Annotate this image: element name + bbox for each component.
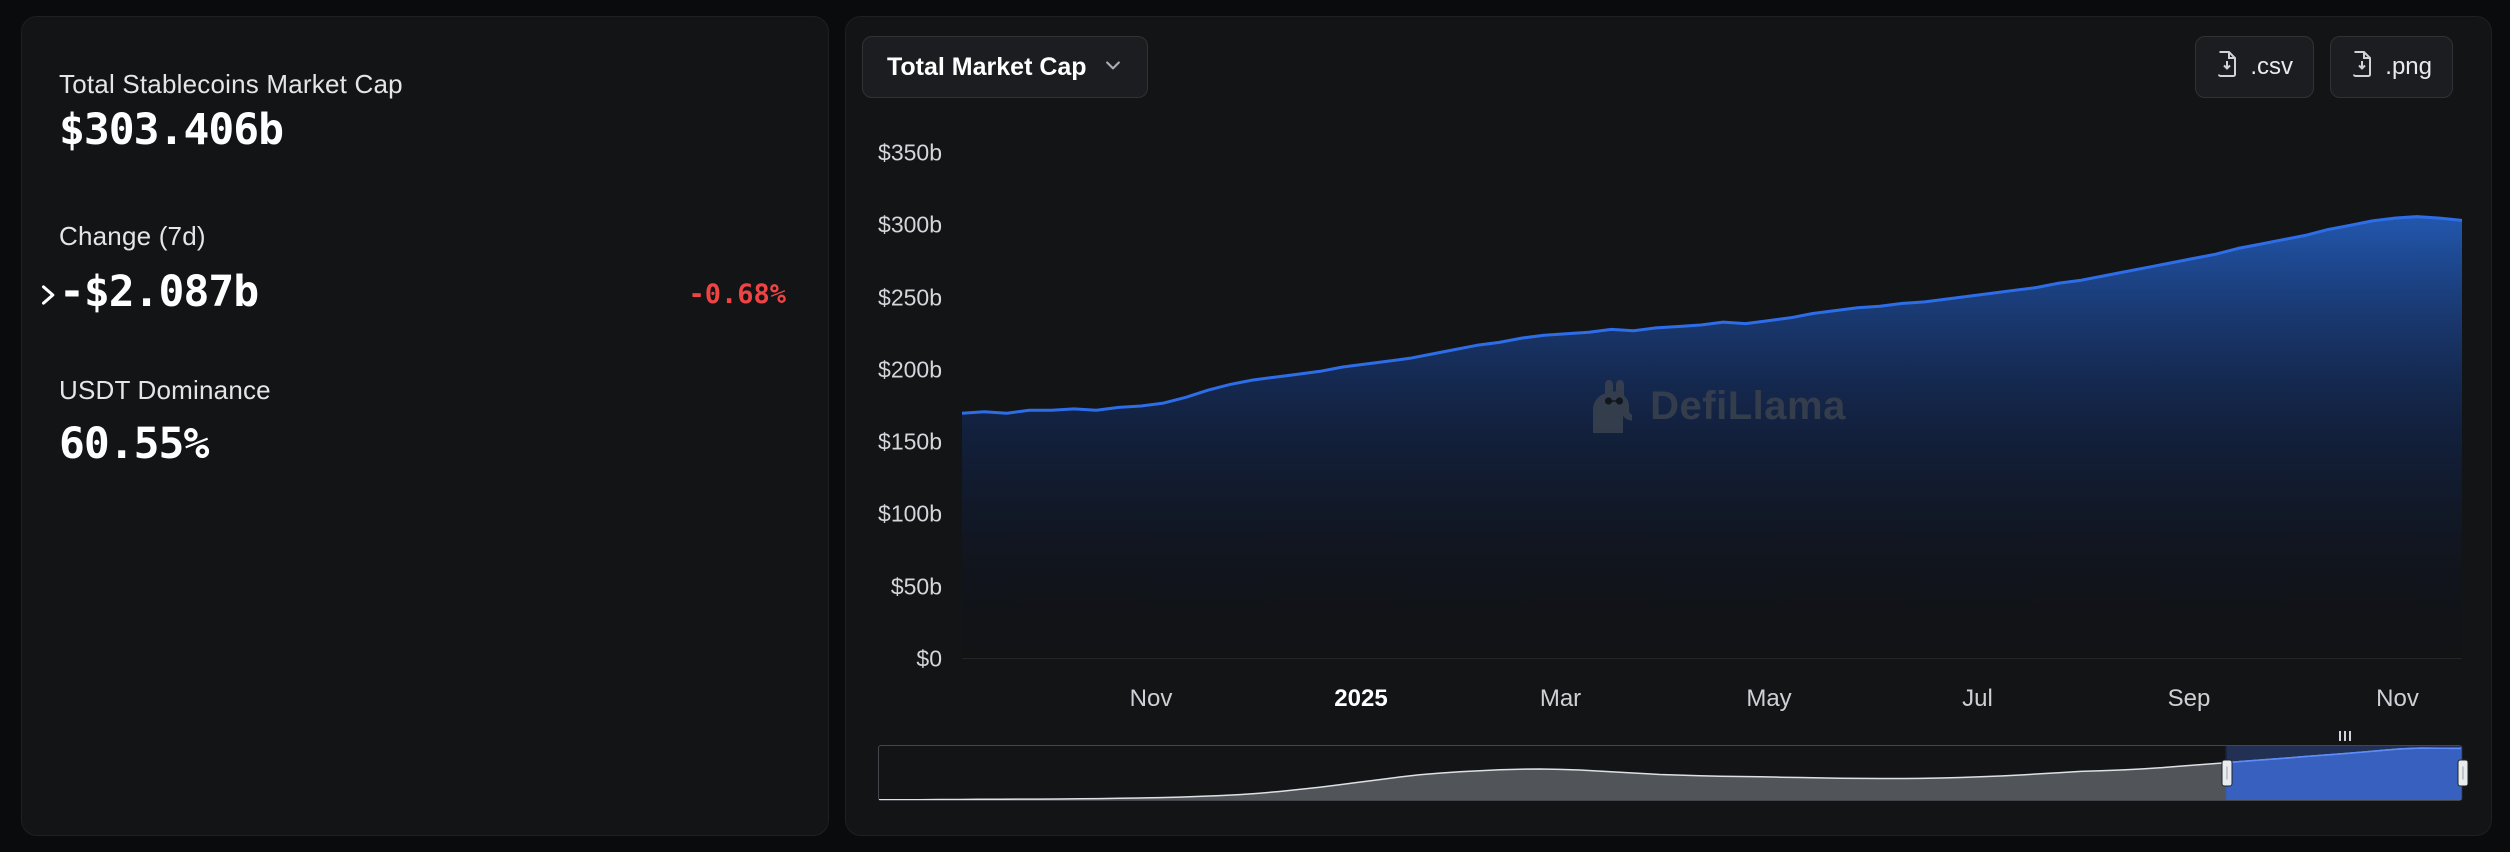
y-axis: $350b $300b $250b $200b $150b $100b $50b $0 [846,140,942,672]
brush-handle-right[interactable] [2457,759,2469,787]
y-axis-tick: $100b [878,500,942,527]
export-png-label: .png [2385,53,2432,80]
x-axis-tick: Nov [1129,685,1173,712]
y-axis-tick: $0 [916,645,942,672]
x-axis-tick: May [1746,685,1792,712]
file-download-icon [2351,50,2373,84]
collapse-panel-chevron-icon[interactable] [26,273,68,317]
chevron-down-icon [1103,53,1123,82]
metric-dropdown-label: Total Market Cap [887,52,1087,81]
change-pct: -0.68% [688,279,786,310]
market-cap-area-chart[interactable] [962,153,2462,659]
change-label: Change (7d) [59,221,206,251]
y-axis-tick: $350b [878,139,942,166]
export-png-button[interactable]: .png [2330,36,2453,98]
market-cap-value: $303.406b [59,105,284,155]
x-axis-tick: Nov [2376,685,2419,712]
y-axis-tick: $250b [878,284,942,311]
time-range-brush[interactable] [878,731,2469,801]
brush-grip-icon[interactable] [2338,729,2351,743]
market-cap-label: Total Stablecoins Market Cap [59,69,403,99]
usdt-dominance-value: 60.55% [59,419,209,469]
chart-panel: Total Market Cap .csv .png $350b $300b $25… [845,16,2492,836]
stats-panel: Total Stablecoins Market Cap $303.406b C… [21,16,829,836]
y-axis-tick: $150b [878,428,942,455]
y-axis-tick: $300b [878,211,942,238]
file-download-icon [2216,50,2238,84]
export-csv-label: .csv [2250,53,2293,80]
metric-dropdown[interactable]: Total Market Cap [862,36,1148,98]
y-axis-tick: $200b [878,356,942,383]
y-axis-tick: $50b [890,573,942,600]
brush-selection[interactable] [2226,746,2463,800]
export-csv-button[interactable]: .csv [2195,36,2314,98]
change-value: -$2.087b [59,267,259,317]
usdt-dominance-label: USDT Dominance [59,375,271,405]
x-axis-tick: Jul [1962,685,1993,712]
x-axis-tick: 2025 [1334,685,1388,712]
x-axis-tick: Mar [1539,685,1582,712]
brush-handle-left[interactable] [2221,759,2233,787]
x-axis-tick: Sep [2167,685,2211,712]
x-axis: Nov 2025 Mar May Jul Sep Nov [962,685,2462,719]
